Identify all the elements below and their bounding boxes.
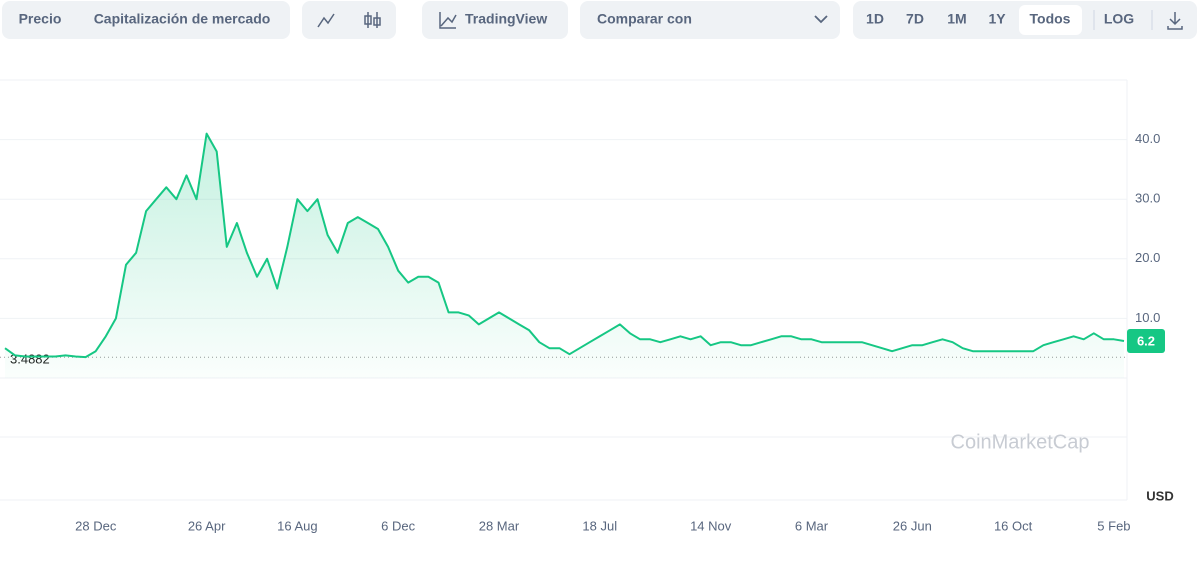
y-tick-label: 30.0 <box>1135 191 1160 206</box>
compare-label[interactable]: Comparar con <box>597 11 692 27</box>
price-line <box>4 132 1125 359</box>
range-button[interactable]: 1M <box>947 11 966 27</box>
candle-icon[interactable] <box>364 12 381 28</box>
range-button[interactable]: Todos <box>1030 11 1071 27</box>
market-cap-button[interactable]: Capitalización de mercado <box>94 11 271 27</box>
x-tick-label: 6 Dec <box>381 518 415 533</box>
current-price-label: 6.2 <box>1137 333 1155 348</box>
x-tick-label: 5 Feb <box>1097 518 1130 533</box>
tradingview-icon <box>439 12 457 29</box>
x-tick-label: 16 Aug <box>277 518 318 533</box>
x-tick-label: 26 Apr <box>188 518 226 533</box>
log-button[interactable]: LOG <box>1104 11 1134 27</box>
y-tick-label: 20.0 <box>1135 250 1160 265</box>
watermark: CoinMarketCap <box>951 431 1090 453</box>
x-tick-label: 6 Mar <box>795 518 829 533</box>
x-tick-label: 28 Mar <box>479 518 520 533</box>
active-range-pill <box>1019 5 1082 35</box>
type-group <box>2 1 290 39</box>
x-tick-label: 28 Dec <box>75 518 117 533</box>
range-button[interactable]: 1D <box>866 11 884 27</box>
current-price-badge <box>1127 329 1165 354</box>
tradingview-group <box>422 1 568 39</box>
line-icon[interactable] <box>317 13 335 28</box>
range-button[interactable]: 7D <box>906 11 924 27</box>
style-group <box>302 1 396 39</box>
y-tick-label: 10.0 <box>1135 310 1160 325</box>
range-button[interactable]: 1Y <box>988 11 1006 27</box>
currency-label: USD <box>1146 488 1173 503</box>
tradingview-button[interactable]: TradingView <box>465 11 547 27</box>
x-tick-label: 26 Jun <box>893 518 932 533</box>
y-tick-label: 40.0 <box>1135 131 1160 146</box>
download-icon[interactable] <box>1167 12 1183 30</box>
x-tick-label: 18 Jul <box>582 518 617 533</box>
price-button[interactable]: Precio <box>19 11 62 27</box>
price-area <box>5 133 1124 378</box>
x-tick-label: 14 Nov <box>690 518 732 533</box>
compare-select[interactable] <box>580 1 840 39</box>
x-tick-label: 16 Oct <box>994 518 1033 533</box>
chevron-icon <box>814 15 828 24</box>
